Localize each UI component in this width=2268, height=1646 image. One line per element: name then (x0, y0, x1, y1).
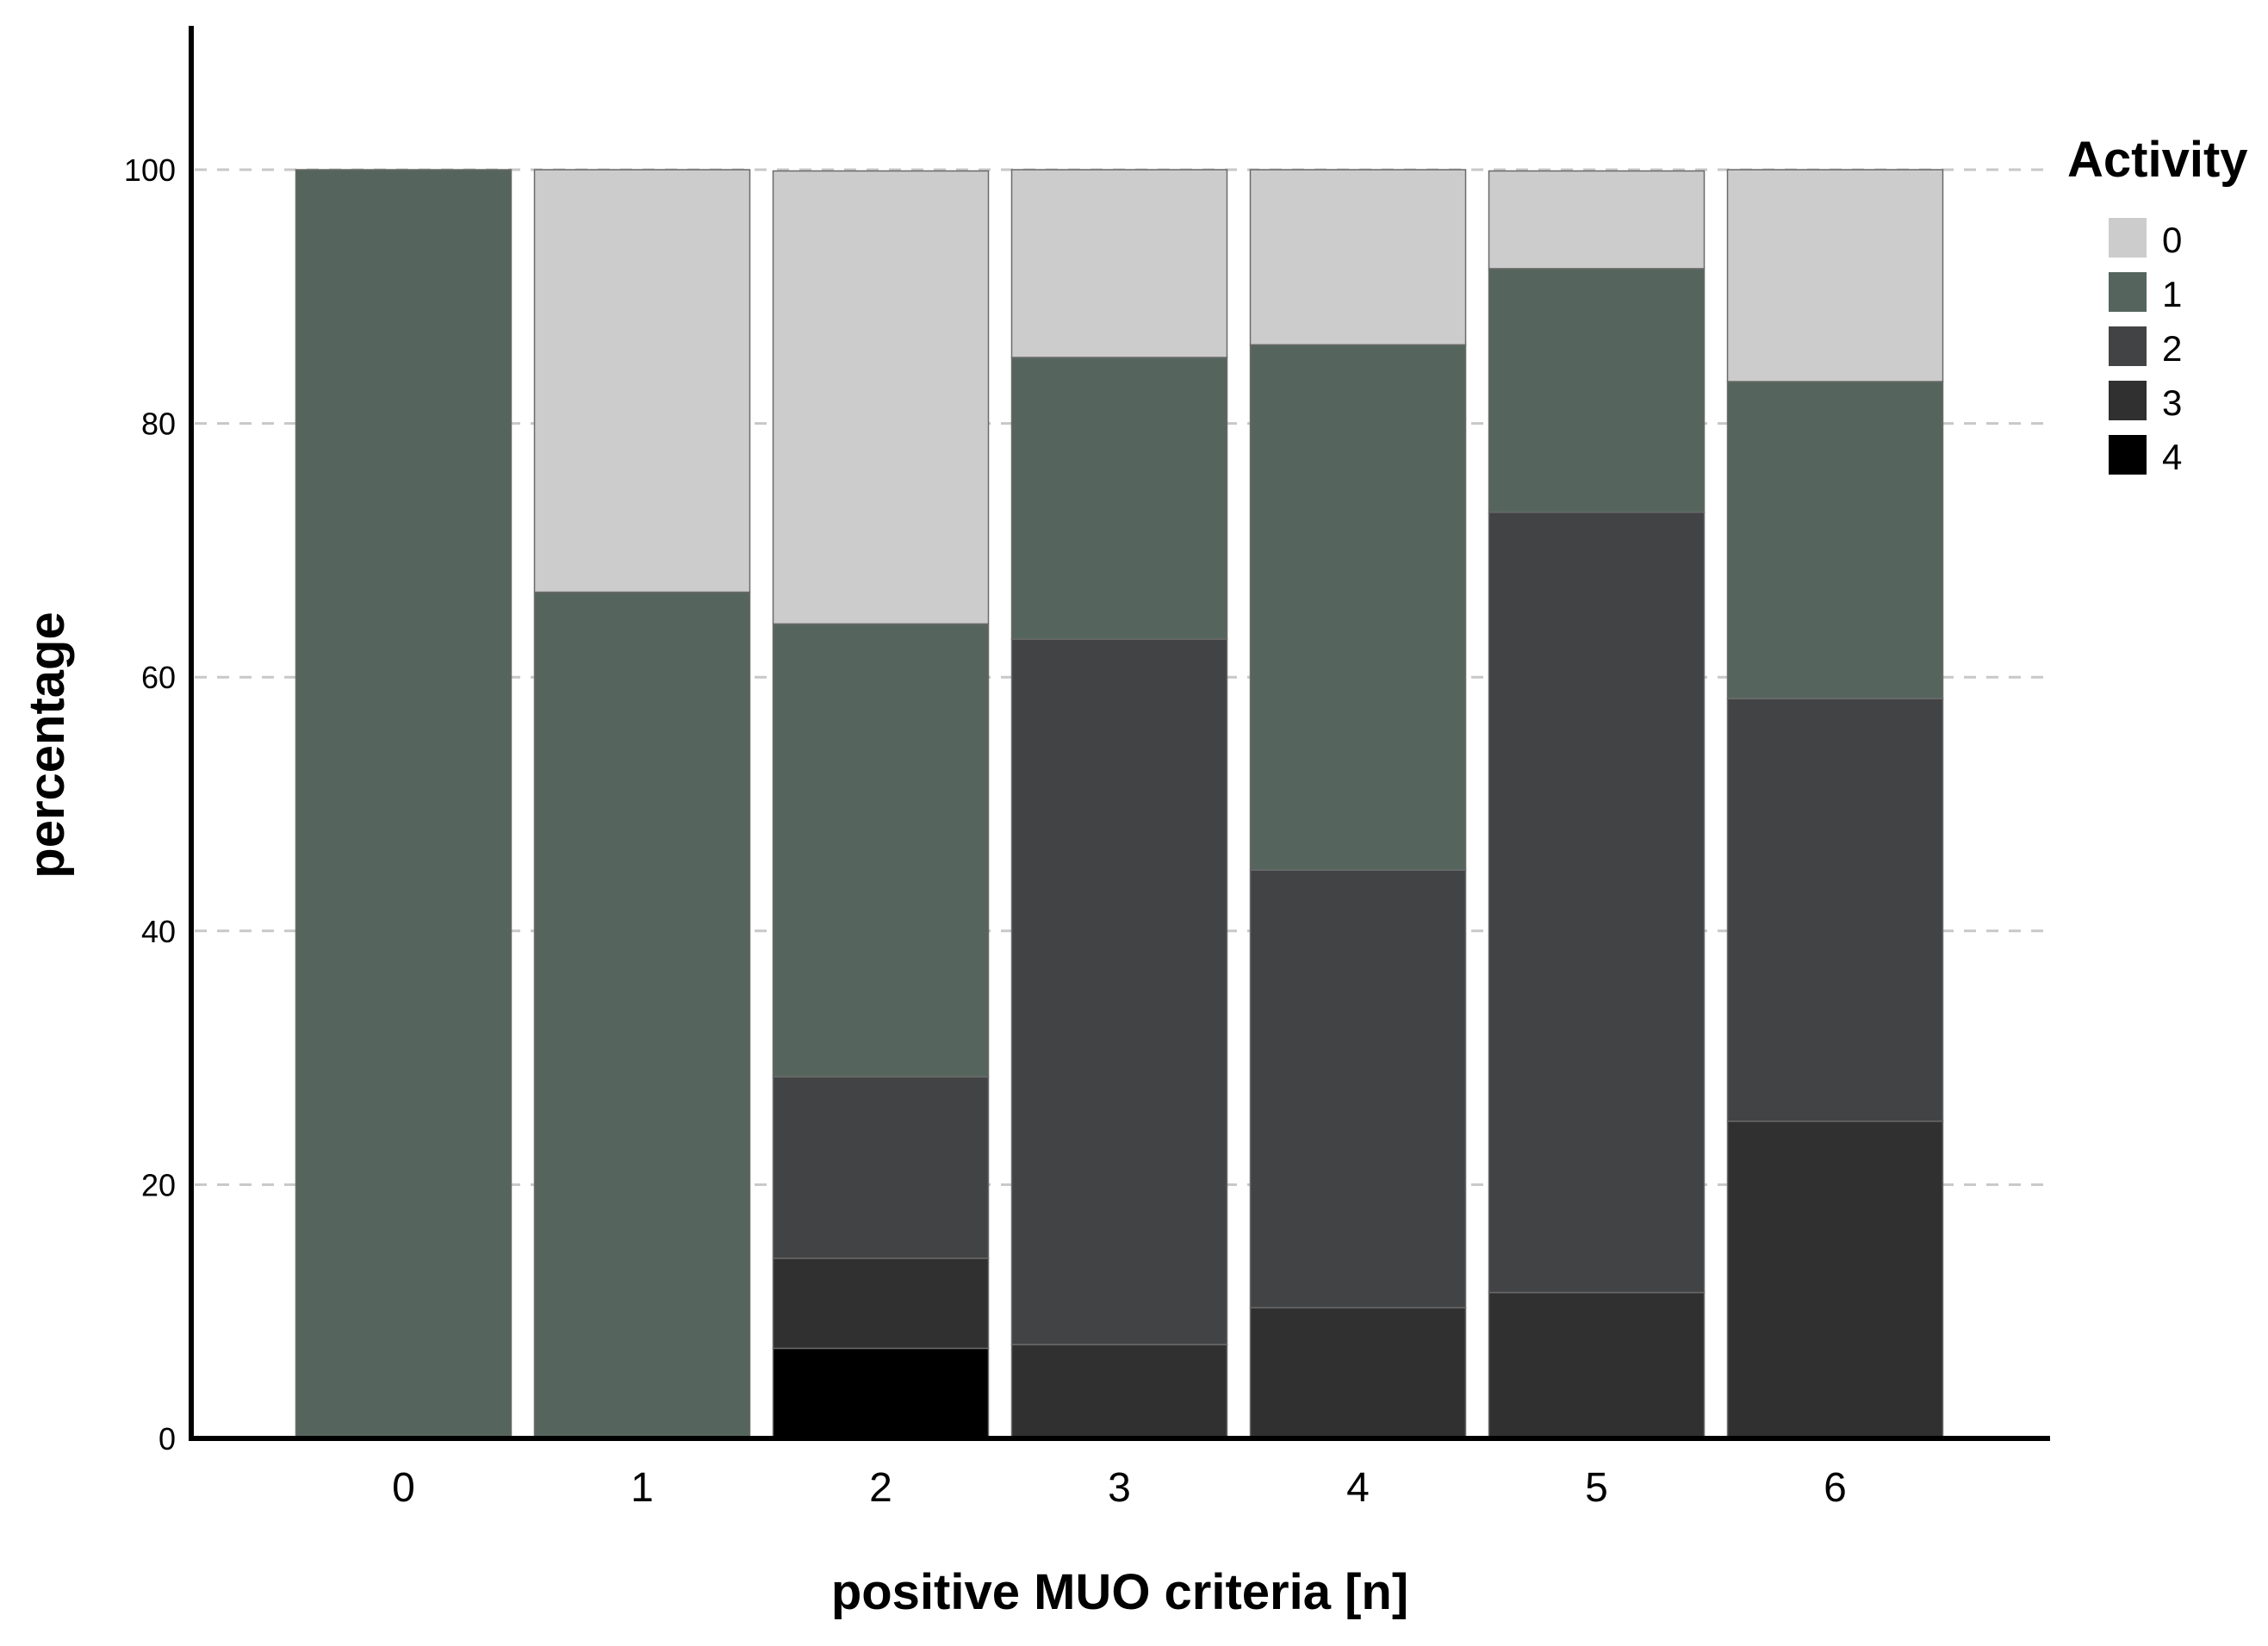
bar-segment-activity-0-criteria-5 (1488, 170, 1706, 270)
y-tick-label: 60 (141, 660, 176, 695)
legend-label: 4 (2162, 437, 2182, 477)
bar-segment-activity-0-criteria-2 (772, 170, 990, 625)
bar-segment-activity-3-criteria-2 (772, 1258, 990, 1350)
x-tick-label: 4 (1346, 1465, 1370, 1511)
y-tick-label: 20 (141, 1167, 176, 1202)
bar-segment-activity-0-criteria-6 (1726, 169, 1944, 382)
x-tick-label: 3 (1108, 1465, 1131, 1511)
x-axis-title: positive MUO criteria [n] (831, 1564, 1408, 1620)
legend-swatch (2109, 272, 2147, 312)
legend-swatch (2109, 435, 2147, 475)
x-tick-label: 0 (392, 1465, 415, 1511)
x-tick-label: 6 (1824, 1465, 1847, 1511)
bar-segment-activity-0-criteria-1 (533, 169, 751, 593)
bar-segment-activity-2-criteria-3 (1010, 638, 1228, 1345)
bar-segment-activity-1-criteria-4 (1249, 344, 1467, 871)
bar-segment-activity-0-criteria-4 (1249, 169, 1467, 346)
bar-segment-activity-3-criteria-5 (1488, 1291, 1706, 1439)
bar-segment-activity-1-criteria-3 (1010, 357, 1228, 640)
y-axis-title: percentage (19, 612, 75, 878)
x-tick-label: 1 (631, 1465, 654, 1511)
bar-segment-activity-0-criteria-3 (1010, 169, 1228, 358)
bar-segment-activity-3-criteria-4 (1249, 1307, 1467, 1439)
y-tick-label: 100 (124, 152, 176, 188)
axes (189, 26, 2050, 1441)
y-tick-label: 0 (158, 1421, 176, 1457)
y-tick-label: 80 (141, 407, 176, 442)
bar-segment-activity-2-criteria-4 (1249, 869, 1467, 1309)
bar-segment-activity-4-criteria-2 (772, 1347, 990, 1439)
bar-segment-activity-1-criteria-1 (533, 591, 751, 1439)
bar-segment-activity-1-criteria-2 (772, 623, 990, 1078)
y-tick-label: 40 (141, 914, 176, 949)
bar-segment-activity-2-criteria-5 (1488, 511, 1706, 1294)
bar-stack-area (295, 169, 1944, 1439)
legend-label: 1 (2162, 274, 2182, 314)
bar-segment-activity-2-criteria-6 (1726, 698, 1944, 1122)
bar-segment-activity-1-criteria-5 (1488, 268, 1706, 513)
x-tick-labels: 0 1 2 3 4 5 6 (392, 1465, 1847, 1511)
legend-label: 3 (2162, 382, 2182, 423)
x-tick-label: 2 (869, 1465, 892, 1511)
legend-swatch (2109, 326, 2147, 366)
legend-title: Activity (2067, 132, 2248, 188)
bar-segment-activity-3-criteria-6 (1726, 1121, 1944, 1439)
y-tick-labels: 0 20 40 60 80 100 (124, 152, 176, 1457)
bar-segment-activity-1-criteria-0 (295, 169, 513, 1439)
legend: Activity 0 1 2 3 4 (2067, 132, 2248, 477)
legend-swatch (2109, 381, 2147, 420)
x-tick-label: 5 (1585, 1465, 1608, 1511)
legend-label: 2 (2162, 328, 2182, 369)
bar-segment-activity-1-criteria-6 (1726, 381, 1944, 699)
bar-segment-activity-3-criteria-3 (1010, 1344, 1228, 1439)
legend-label: 0 (2162, 220, 2182, 260)
legend-swatch (2109, 218, 2147, 258)
bar-segment-activity-2-criteria-2 (772, 1076, 990, 1259)
